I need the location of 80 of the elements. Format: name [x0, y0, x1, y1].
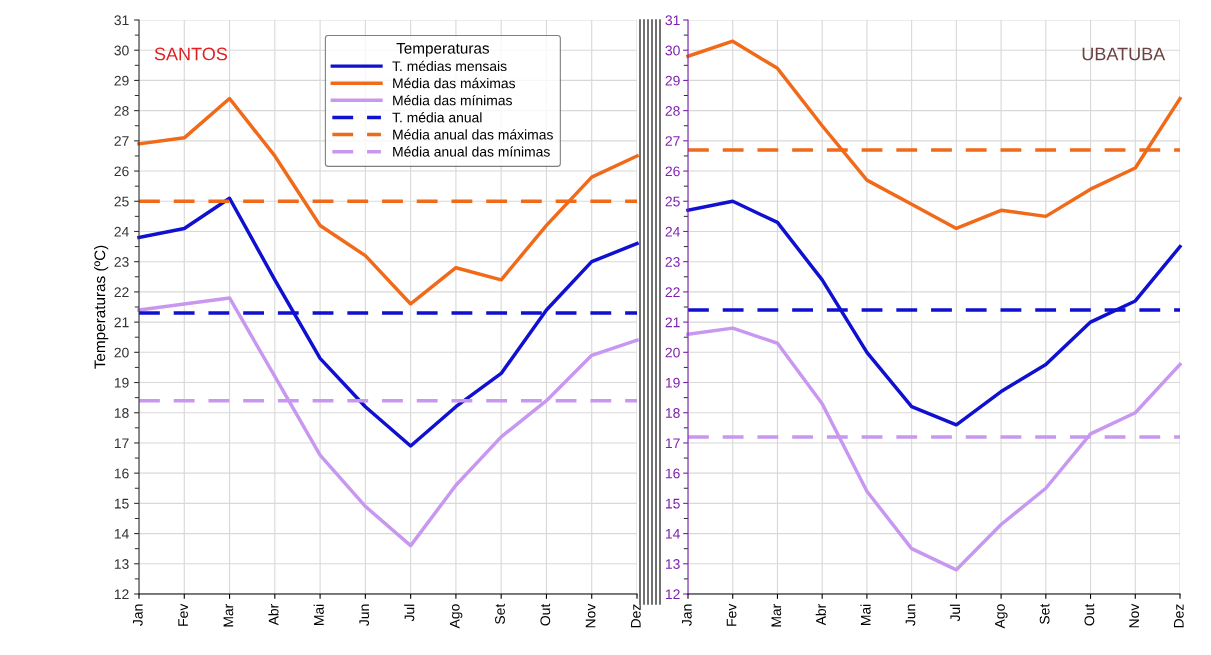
legend-label: Média das mínimas [393, 94, 512, 106]
x-tick-label: Abr [268, 603, 279, 626]
y-tick-label: 23 [665, 257, 680, 267]
x-tick-label: Jan [133, 604, 143, 626]
x-tick-label: Jun [905, 604, 916, 626]
y-tick-label: 23 [114, 257, 129, 267]
y-tick-label: 30 [665, 45, 680, 56]
x-tick-label: Abr [815, 603, 826, 626]
x-tick-label: Jan [682, 604, 692, 626]
y-axis-title: Temperaturas (ºC) [94, 245, 109, 369]
y-tick-label: 26 [665, 166, 680, 177]
x-tick-label: Jul [949, 604, 961, 622]
y-tick-label: 14 [665, 529, 680, 539]
y-tick-label: 31 [114, 15, 129, 26]
y-tick-label: 15 [114, 498, 129, 509]
y-tick-label: 12 [114, 589, 129, 600]
legend-label: T. média anual [392, 112, 482, 123]
y-tick-label: 13 [665, 559, 680, 569]
y-tick-label: 21 [665, 317, 680, 328]
y-tick-label: 24 [665, 226, 680, 237]
y-tick-label: 25 [665, 196, 680, 207]
x-tick-label: Nov [1129, 603, 1139, 628]
y-tick-label: 17 [114, 438, 129, 448]
line-series [137, 296, 639, 548]
x-tick-label: Set [1039, 603, 1050, 624]
x-tick-label: Jun [359, 604, 370, 626]
x-tick-label: Out [1084, 603, 1095, 626]
x-tick-label: Dez [1174, 604, 1184, 628]
y-tick-label: 22 [114, 287, 129, 297]
y-tick-label: 20 [114, 347, 129, 358]
y-tick-label: 27 [665, 136, 680, 146]
text: UBATUBA [1082, 47, 1166, 61]
x-tick-label: Set [495, 603, 505, 624]
y-tick-label: 17 [665, 438, 680, 448]
legend-title: Temperaturas [396, 43, 490, 57]
y-tick-label: 27 [114, 136, 129, 146]
x-tick-label: Mai [860, 604, 871, 625]
x-tick-label: Dez [631, 604, 641, 628]
y-tick-label: 13 [114, 559, 129, 569]
x-tick-label: Mai [313, 604, 324, 625]
y-tick-label: 29 [114, 75, 129, 86]
y-tick-label: 12 [665, 589, 680, 600]
legend-label: Média das máximas [393, 77, 516, 89]
y-tick-label: 20 [665, 347, 680, 358]
x-tick-label: Fev [726, 603, 737, 626]
y-tick-label: 24 [114, 226, 129, 237]
legend-label: T. médias mensais [392, 60, 507, 72]
y-tick-label: 18 [665, 408, 680, 418]
y-tick-label: 15 [665, 498, 680, 509]
y-tick-label: 28 [665, 105, 680, 116]
y-tick-label: 25 [114, 196, 129, 207]
y-tick-label: 26 [114, 166, 129, 177]
x-tick-label: Out [540, 603, 551, 626]
line-series [686, 39, 1182, 231]
y-tick-label: 14 [114, 529, 129, 539]
x-tick-label: Mar [771, 603, 782, 627]
line-series [686, 326, 1182, 572]
text: SANTOS [154, 47, 228, 61]
y-tick-label: 18 [114, 408, 129, 418]
y-tick-label: 28 [114, 105, 129, 116]
x-tick-label: Jul [404, 604, 415, 622]
y-tick-label: 29 [665, 75, 680, 86]
legend-label: Média anual das mínimas [393, 146, 550, 157]
y-tick-label: 21 [114, 317, 129, 328]
line-series [686, 199, 1182, 427]
x-tick-label: Ago [449, 604, 463, 629]
legend-label: Média anual das máximas [393, 129, 553, 140]
y-tick-label: 31 [665, 15, 680, 26]
line-series [137, 196, 639, 448]
y-tick-label: 22 [665, 287, 680, 297]
line-series [137, 96, 639, 306]
y-tick-label: 16 [114, 468, 129, 479]
x-tick-label: Ago [995, 604, 1008, 629]
x-tick-label: Fev [178, 603, 188, 626]
y-tick-label: 30 [114, 45, 129, 56]
x-tick-label: Mar [223, 603, 234, 627]
y-tick-label: 19 [114, 377, 129, 388]
x-tick-label: Nov [585, 603, 596, 628]
y-tick-label: 16 [665, 468, 680, 479]
y-tick-label: 19 [665, 377, 680, 388]
